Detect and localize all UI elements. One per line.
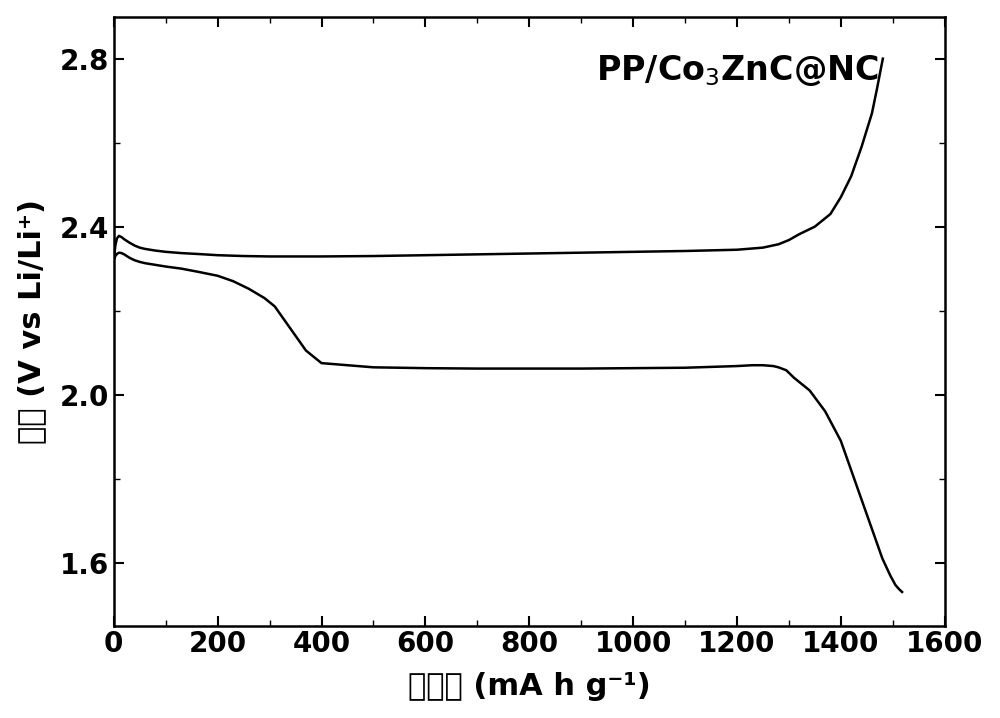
Y-axis label: 电压 (V vs Li/Li⁺): 电压 (V vs Li/Li⁺)	[17, 199, 46, 444]
X-axis label: 比容量 (mA h g⁻¹): 比容量 (mA h g⁻¹)	[408, 672, 651, 701]
Text: PP/Co$_3$ZnC@NC: PP/Co$_3$ZnC@NC	[596, 53, 878, 88]
